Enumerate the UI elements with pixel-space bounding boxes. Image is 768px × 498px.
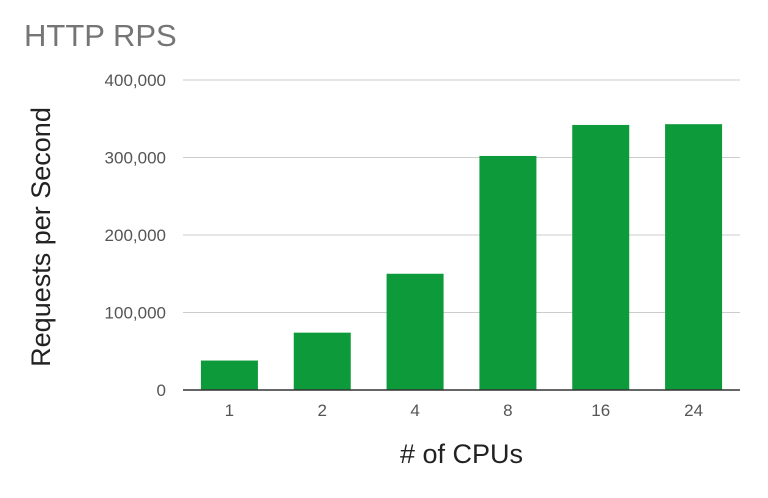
- bar: [386, 273, 444, 390]
- x-tick-label: 24: [684, 401, 703, 420]
- y-axis-ticks: 0 100,000 200,000 300,000 400,000: [105, 71, 166, 400]
- bar: [200, 360, 258, 390]
- gridlines: [183, 79, 740, 313]
- y-tick-label: 300,000: [105, 149, 166, 168]
- x-tick-label: 16: [591, 401, 610, 420]
- y-tick-label: 0: [157, 381, 166, 400]
- bar: [293, 332, 351, 390]
- x-axis-title: # of CPUs: [400, 439, 523, 469]
- bar: [572, 124, 630, 390]
- x-tick-label: 1: [225, 401, 234, 420]
- y-tick-label: 100,000: [105, 304, 166, 323]
- bar: [479, 155, 537, 390]
- x-tick-label: 8: [503, 401, 512, 420]
- y-tick-label: 400,000: [105, 71, 166, 90]
- bars: [200, 124, 723, 391]
- y-tick-label: 200,000: [105, 226, 166, 245]
- y-axis-title: Requests per Second: [26, 107, 56, 367]
- bar: [665, 124, 723, 391]
- chart-title: HTTP RPS: [24, 18, 177, 53]
- x-tick-label: 2: [318, 401, 327, 420]
- x-tick-label: 4: [410, 401, 419, 420]
- x-axis-ticks: 1 2 4 8 16 24: [225, 401, 703, 420]
